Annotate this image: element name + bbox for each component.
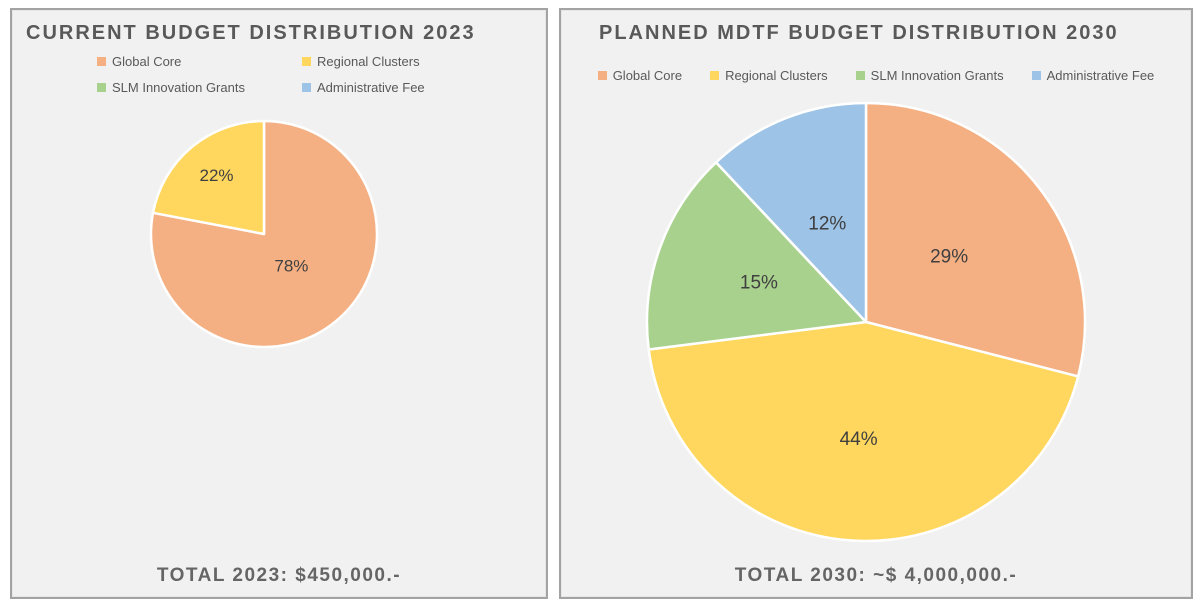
legend-label: Regional Clusters — [317, 54, 420, 69]
slice-label-global-core: 29% — [930, 247, 968, 268]
legend-item-slm-innovation-grants: SLM Innovation Grants — [97, 80, 302, 95]
legend-swatch-icon — [1031, 71, 1041, 80]
chart-panel-2023: CURRENT BUDGET DISTRIBUTION 2023 Global … — [10, 8, 548, 599]
slice-label-regional-clusters: 22% — [199, 166, 233, 185]
legend-swatch-icon — [855, 71, 865, 80]
total-2030: TOTAL 2030: ~$ 4,000,000.- — [734, 565, 1018, 586]
pie-slice-slm-innovation-grants — [645, 161, 868, 351]
legend-item-global-core: Global Core — [597, 68, 683, 83]
pie-slice-regional-clusters — [151, 119, 266, 236]
pie-slice-administrative-fee — [714, 101, 868, 324]
legend-swatch-icon — [302, 57, 311, 66]
slice-label-administrative-fee: 12% — [808, 213, 846, 234]
legend-swatch-icon — [302, 83, 311, 92]
pie-slice-global-core — [864, 101, 1087, 378]
chart-title-2023: CURRENT BUDGET DISTRIBUTION 2023 — [26, 22, 476, 44]
legend-item-administrative-fee: Administrative Fee — [1031, 68, 1155, 83]
legend-label: Global Core — [612, 68, 683, 83]
legend-label: Global Core — [112, 54, 182, 69]
legend-item-regional-clusters: Regional Clusters — [302, 54, 425, 69]
pie-slice-regional-clusters — [647, 320, 1080, 543]
legend-2023: Global Core Regional Clusters SLM Innovati… — [97, 54, 425, 95]
slice-label-global-core: 78% — [274, 257, 308, 276]
total-2023: TOTAL 2023: $450,000.- — [156, 565, 402, 586]
slice-label-regional-clusters: 44% — [840, 429, 878, 450]
legend-label: SLM Innovation Grants — [870, 68, 1004, 83]
legend-swatch-icon — [97, 83, 106, 92]
legend-swatch-icon — [597, 71, 607, 80]
legend-item-global-core: Global Core — [97, 54, 302, 69]
slice-label-slm-innovation-grants: 15% — [740, 272, 778, 293]
legend-label: Administrative Fee — [317, 80, 425, 95]
legend-label: SLM Innovation Grants — [112, 80, 245, 95]
legend-label: Regional Clusters — [725, 68, 828, 83]
legend-item-regional-clusters: Regional Clusters — [710, 68, 828, 83]
legend-swatch-icon — [97, 57, 106, 66]
pie-chart-2030: 29% 44% 15% 12% — [645, 101, 1087, 543]
legend-swatch-icon — [710, 71, 720, 80]
chart-title-2030: PLANNED MDTF BUDGET DISTRIBUTION 2030 — [599, 22, 1119, 44]
legend-item-administrative-fee: Administrative Fee — [302, 80, 425, 95]
legend-label: Administrative Fee — [1046, 68, 1155, 83]
legend-item-slm-innovation-grants: SLM Innovation Grants — [855, 68, 1004, 83]
chart-panel-2030: PLANNED MDTF BUDGET DISTRIBUTION 2030 Gl… — [559, 8, 1193, 599]
pie-chart-2023: 78% 22% — [149, 119, 379, 349]
legend-2030: Global Core Regional Clusters SLM Innovati… — [561, 68, 1191, 83]
